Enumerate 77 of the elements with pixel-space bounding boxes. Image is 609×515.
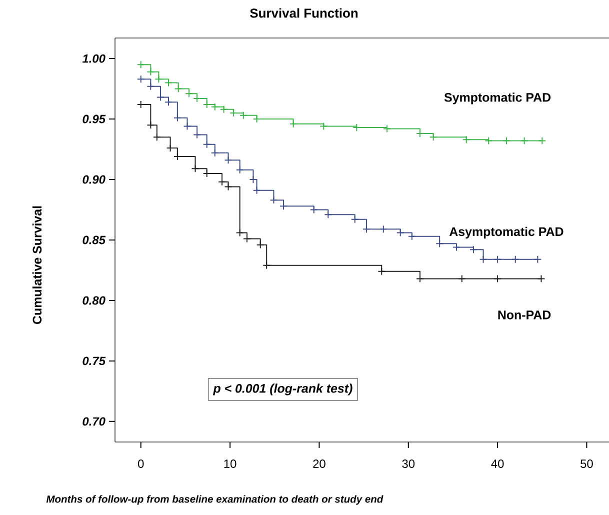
y-tick-label: 0.70 <box>82 417 106 426</box>
y-tick-label: 1.00 <box>82 54 106 63</box>
point <box>494 255 502 264</box>
series-label: Asymptomatic PAD <box>449 226 564 239</box>
point <box>289 120 298 128</box>
point <box>324 210 332 219</box>
point <box>452 243 461 252</box>
point <box>462 136 470 144</box>
x-axis-title: Months of follow-up from baseline examination to death or study end <box>46 495 384 505</box>
x-tick-label: 20 <box>313 460 326 468</box>
chart-title: Survival Function <box>250 8 358 18</box>
point <box>408 232 416 240</box>
point <box>146 68 155 76</box>
point <box>280 202 288 210</box>
point <box>152 133 161 142</box>
text: Non-PAD <box>498 310 551 320</box>
point <box>362 225 370 234</box>
point <box>210 148 219 157</box>
y-axis-title: Cumulative Survival <box>32 206 42 324</box>
point <box>193 130 202 139</box>
point <box>136 60 145 69</box>
y-tick-label: 0.75 <box>82 356 106 366</box>
point <box>210 102 219 111</box>
point <box>520 136 528 145</box>
x-tick-label: 40 <box>491 460 504 468</box>
point <box>502 136 510 145</box>
point <box>537 274 546 283</box>
point <box>378 267 386 276</box>
y-tick-label: 0.85 <box>82 236 106 244</box>
point <box>183 122 192 130</box>
point <box>154 75 163 84</box>
point <box>416 274 424 283</box>
point <box>146 121 155 130</box>
point <box>156 93 164 102</box>
x-tick-label: 30 <box>402 460 415 468</box>
point <box>236 166 244 174</box>
point <box>242 234 251 243</box>
point <box>494 274 502 283</box>
point <box>191 164 200 173</box>
point <box>146 82 155 90</box>
point <box>534 255 542 264</box>
point <box>382 124 391 133</box>
point <box>396 228 404 237</box>
point <box>174 84 182 93</box>
point <box>436 240 444 248</box>
point <box>479 255 488 264</box>
point <box>379 225 388 234</box>
point <box>484 136 493 145</box>
y-tick-label: 0.90 <box>82 175 106 184</box>
point <box>270 196 278 204</box>
point <box>320 122 328 130</box>
point <box>220 105 228 114</box>
point <box>236 228 244 237</box>
point <box>469 246 478 254</box>
point <box>429 133 438 142</box>
point <box>224 156 232 164</box>
point <box>511 255 520 264</box>
point <box>262 261 271 270</box>
x-tick-label: 50 <box>580 460 593 468</box>
point <box>350 215 359 224</box>
x-tick-label: 0 <box>138 460 144 468</box>
point <box>256 240 264 249</box>
point <box>202 140 211 148</box>
point <box>173 114 182 122</box>
x-tick-label: 10 <box>224 460 236 468</box>
text: Symptomatic PAD <box>444 92 551 104</box>
y-tick-label: 0.95 <box>82 114 106 124</box>
point <box>252 186 261 194</box>
point <box>458 274 466 283</box>
y-tick-label: 0.80 <box>82 296 106 305</box>
point <box>310 206 318 214</box>
point <box>136 75 145 84</box>
annotation: p < 0.001 (log-rank test) <box>212 384 352 396</box>
point <box>239 111 248 120</box>
point <box>224 182 232 191</box>
point <box>185 90 194 98</box>
point <box>538 136 546 145</box>
